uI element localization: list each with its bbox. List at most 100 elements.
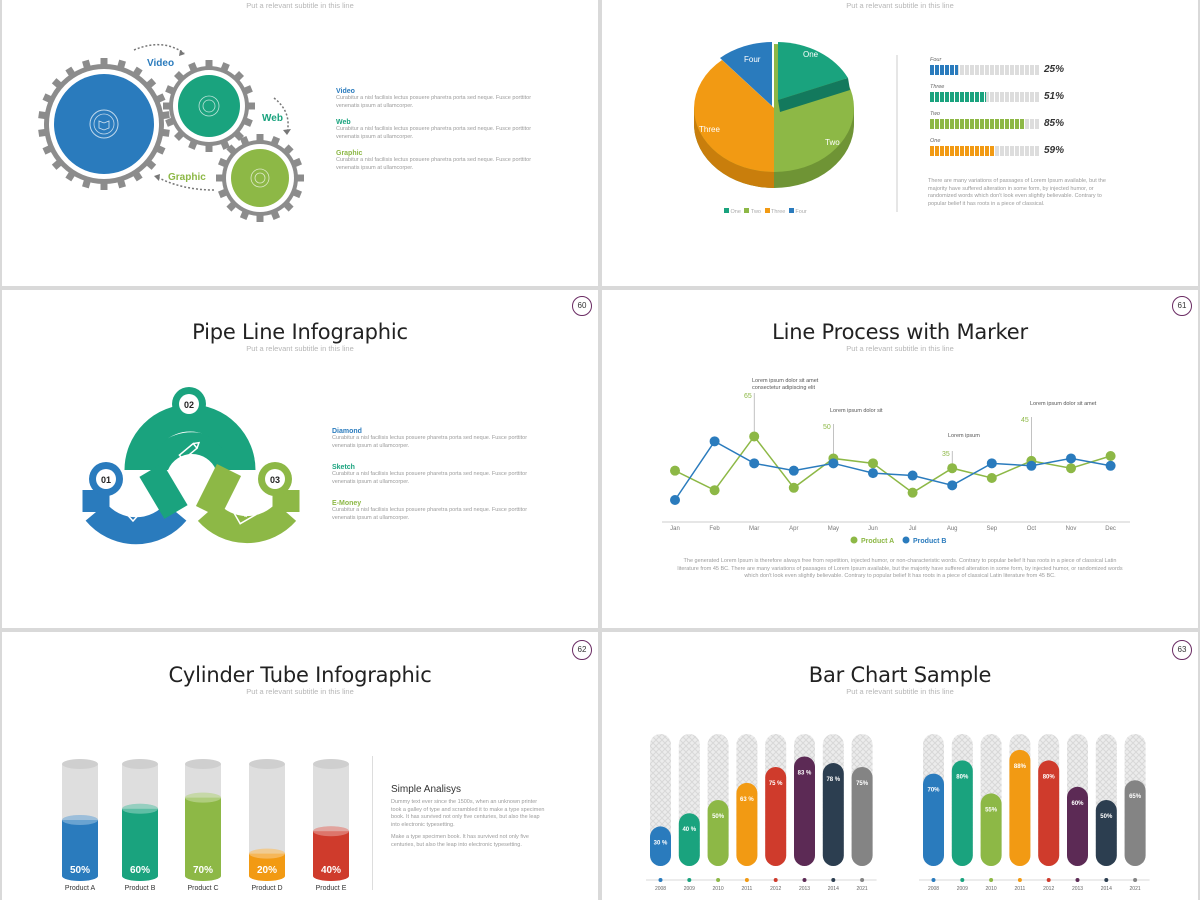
cylinder-label: Product A [65, 885, 96, 892]
svg-text:$: $ [241, 509, 250, 519]
pie-chart: One Two Three Four [694, 42, 898, 212]
pie-para-line: There are many variations of passages of… [928, 178, 1106, 184]
slide-title: Cylinder Tube Infographic [168, 663, 432, 687]
slide-cylinders[interactable]: Cylinder Tube Infographic Put a relevant… [2, 632, 598, 900]
year-marker [1017, 878, 1022, 882]
gear-tooth [296, 174, 304, 182]
progress-percent: 25% [1044, 64, 1065, 75]
gears-item-text: venenatis ipsum at ullamcorper. [336, 164, 414, 171]
gears-item: Graphic Curabitur a nisl facilisis lectu… [336, 150, 556, 172]
year-marker [1104, 878, 1109, 882]
line-paragraph: The generated Lorem Ipsum is therefore a… [642, 558, 1158, 581]
x-tick-label: Feb [709, 526, 720, 532]
x-tick-label: 2014 [1101, 886, 1112, 892]
x-tick-label: 2021 [1130, 886, 1141, 892]
progress-row: Four 25% [930, 57, 1130, 84]
pie-label-four: Four [744, 55, 761, 64]
bar-value-label: 75% [856, 781, 869, 787]
slide-subtitle: Put a relevant subtitle in this line [246, 1, 354, 10]
bar-value-label: 83 % [798, 770, 812, 776]
x-tick-label: 2008 [928, 886, 939, 892]
slide-pipeline[interactable]: Pipe Line Infographic Put a relevant sub… [2, 290, 598, 628]
cylinder-base [62, 871, 98, 881]
bar-value-label: 30 % [654, 840, 668, 846]
money-icon: $ [233, 503, 257, 525]
slide-line-process[interactable]: Line Process with Marker Put a relevant … [602, 290, 1198, 628]
pipe-item-text: Curabitur a nisl facilisis lectus posuer… [332, 507, 528, 513]
cylinder-percent: 40% [321, 865, 341, 876]
cylinder-fill [249, 853, 285, 876]
pipe-item-text: venenatis ipsum at ullamcorper. [332, 478, 410, 485]
cylinder-base [313, 871, 349, 881]
cylinder-cap [313, 759, 349, 769]
bar [1038, 760, 1060, 866]
cylinder-fill-top [62, 815, 98, 825]
progress-row: Three 51% [930, 84, 1130, 111]
pipe-item-title: E-Money [332, 500, 362, 507]
x-tick-label: Dec [1105, 526, 1116, 532]
gear-tooth [100, 182, 108, 190]
cylinder-cap [122, 759, 158, 769]
pipe-badge-03: 03 [270, 475, 280, 485]
annotation-1b: consectetur adipiscing elit [752, 385, 815, 391]
gear-tooth [205, 144, 213, 152]
slide-bar-chart[interactable]: Bar Chart Sample Put a relevant subtitle… [602, 632, 1198, 900]
slide-gears[interactable]: Put a relevant subtitle in this line [2, 0, 598, 286]
slide-subtitle: Put a relevant subtitle in this line [246, 687, 354, 696]
data-point [670, 465, 680, 476]
bar-value-label: 60% [1071, 801, 1084, 807]
slide-title: Pipe Line Infographic [192, 320, 408, 344]
cylinder-fill-top [185, 792, 221, 803]
pie-progress-bars: Four 25% Three 51% Two 85% One 59% [930, 57, 1130, 165]
year-marker [931, 878, 936, 882]
progress-label: Three [930, 84, 945, 90]
x-tick-label: Nov [1066, 526, 1077, 532]
bar [1124, 780, 1146, 866]
x-tick-label: 2021 [857, 886, 868, 892]
progress-track [930, 119, 1040, 129]
x-tick-label: 2012 [770, 886, 781, 892]
pipe-item-title: Sketch [332, 464, 355, 471]
data-point [749, 458, 760, 469]
cyl-para-line: centuries, but also the leap into electr… [391, 841, 522, 848]
data-point [709, 485, 720, 496]
progress-label: Two [930, 111, 940, 117]
data-point [947, 463, 958, 474]
bar-value-label: 88% [1014, 764, 1027, 770]
gears-legend: Video Curabitur a nisl facilisis lectus … [336, 88, 556, 172]
bar [951, 760, 973, 866]
annotation-4: Lorem ipsum dolor sit amet [1030, 401, 1097, 407]
x-tick-label: Aug [947, 526, 958, 532]
pie-legend: One Two Three Four [724, 208, 824, 215]
line-para-line: The generated Lorem Ipsum is therefore a… [683, 558, 1117, 564]
bar-value-label: 75 % [769, 781, 783, 787]
data-point [788, 482, 799, 493]
bar [1067, 786, 1088, 866]
pipe-item-text: Curabitur a nisl facilisis lectus posuer… [332, 435, 528, 441]
data-point [749, 431, 760, 442]
cylinder-base [249, 871, 285, 881]
gears-item-text: Curabitur a nisl facilisis lectus posuer… [336, 157, 532, 163]
slide-pie[interactable]: Put a relevant subtitle in this line One… [602, 0, 1198, 286]
cyl-para-line: into electronic typesetting. [391, 821, 455, 828]
progress-track [930, 146, 1040, 156]
year-marker [960, 878, 965, 882]
line-chart: Lorem ipsum dolor sit amet consectetur a… [662, 378, 1130, 545]
legend-marker [902, 536, 910, 544]
annotation-value-4: 45 [1021, 417, 1029, 424]
bar [1095, 800, 1117, 866]
bar [650, 826, 671, 866]
slide-subtitle: Put a relevant subtitle in this line [846, 344, 954, 353]
x-tick-label: 2009 [684, 886, 695, 892]
year-marker [1046, 878, 1051, 882]
cylinder-percent: 50% [70, 865, 90, 876]
gears-item-title: Graphic [336, 150, 363, 157]
progress-row: One 59% [930, 138, 1130, 165]
gears-item-title: Web [336, 119, 351, 126]
x-tick-label: Mar [749, 526, 759, 532]
pie-legend-two: Two [750, 209, 761, 215]
cylinder-percent: 20% [257, 865, 277, 876]
cyl-para-line: took a galley of type and scrambled it t… [391, 806, 545, 813]
year-marker [1133, 878, 1138, 882]
